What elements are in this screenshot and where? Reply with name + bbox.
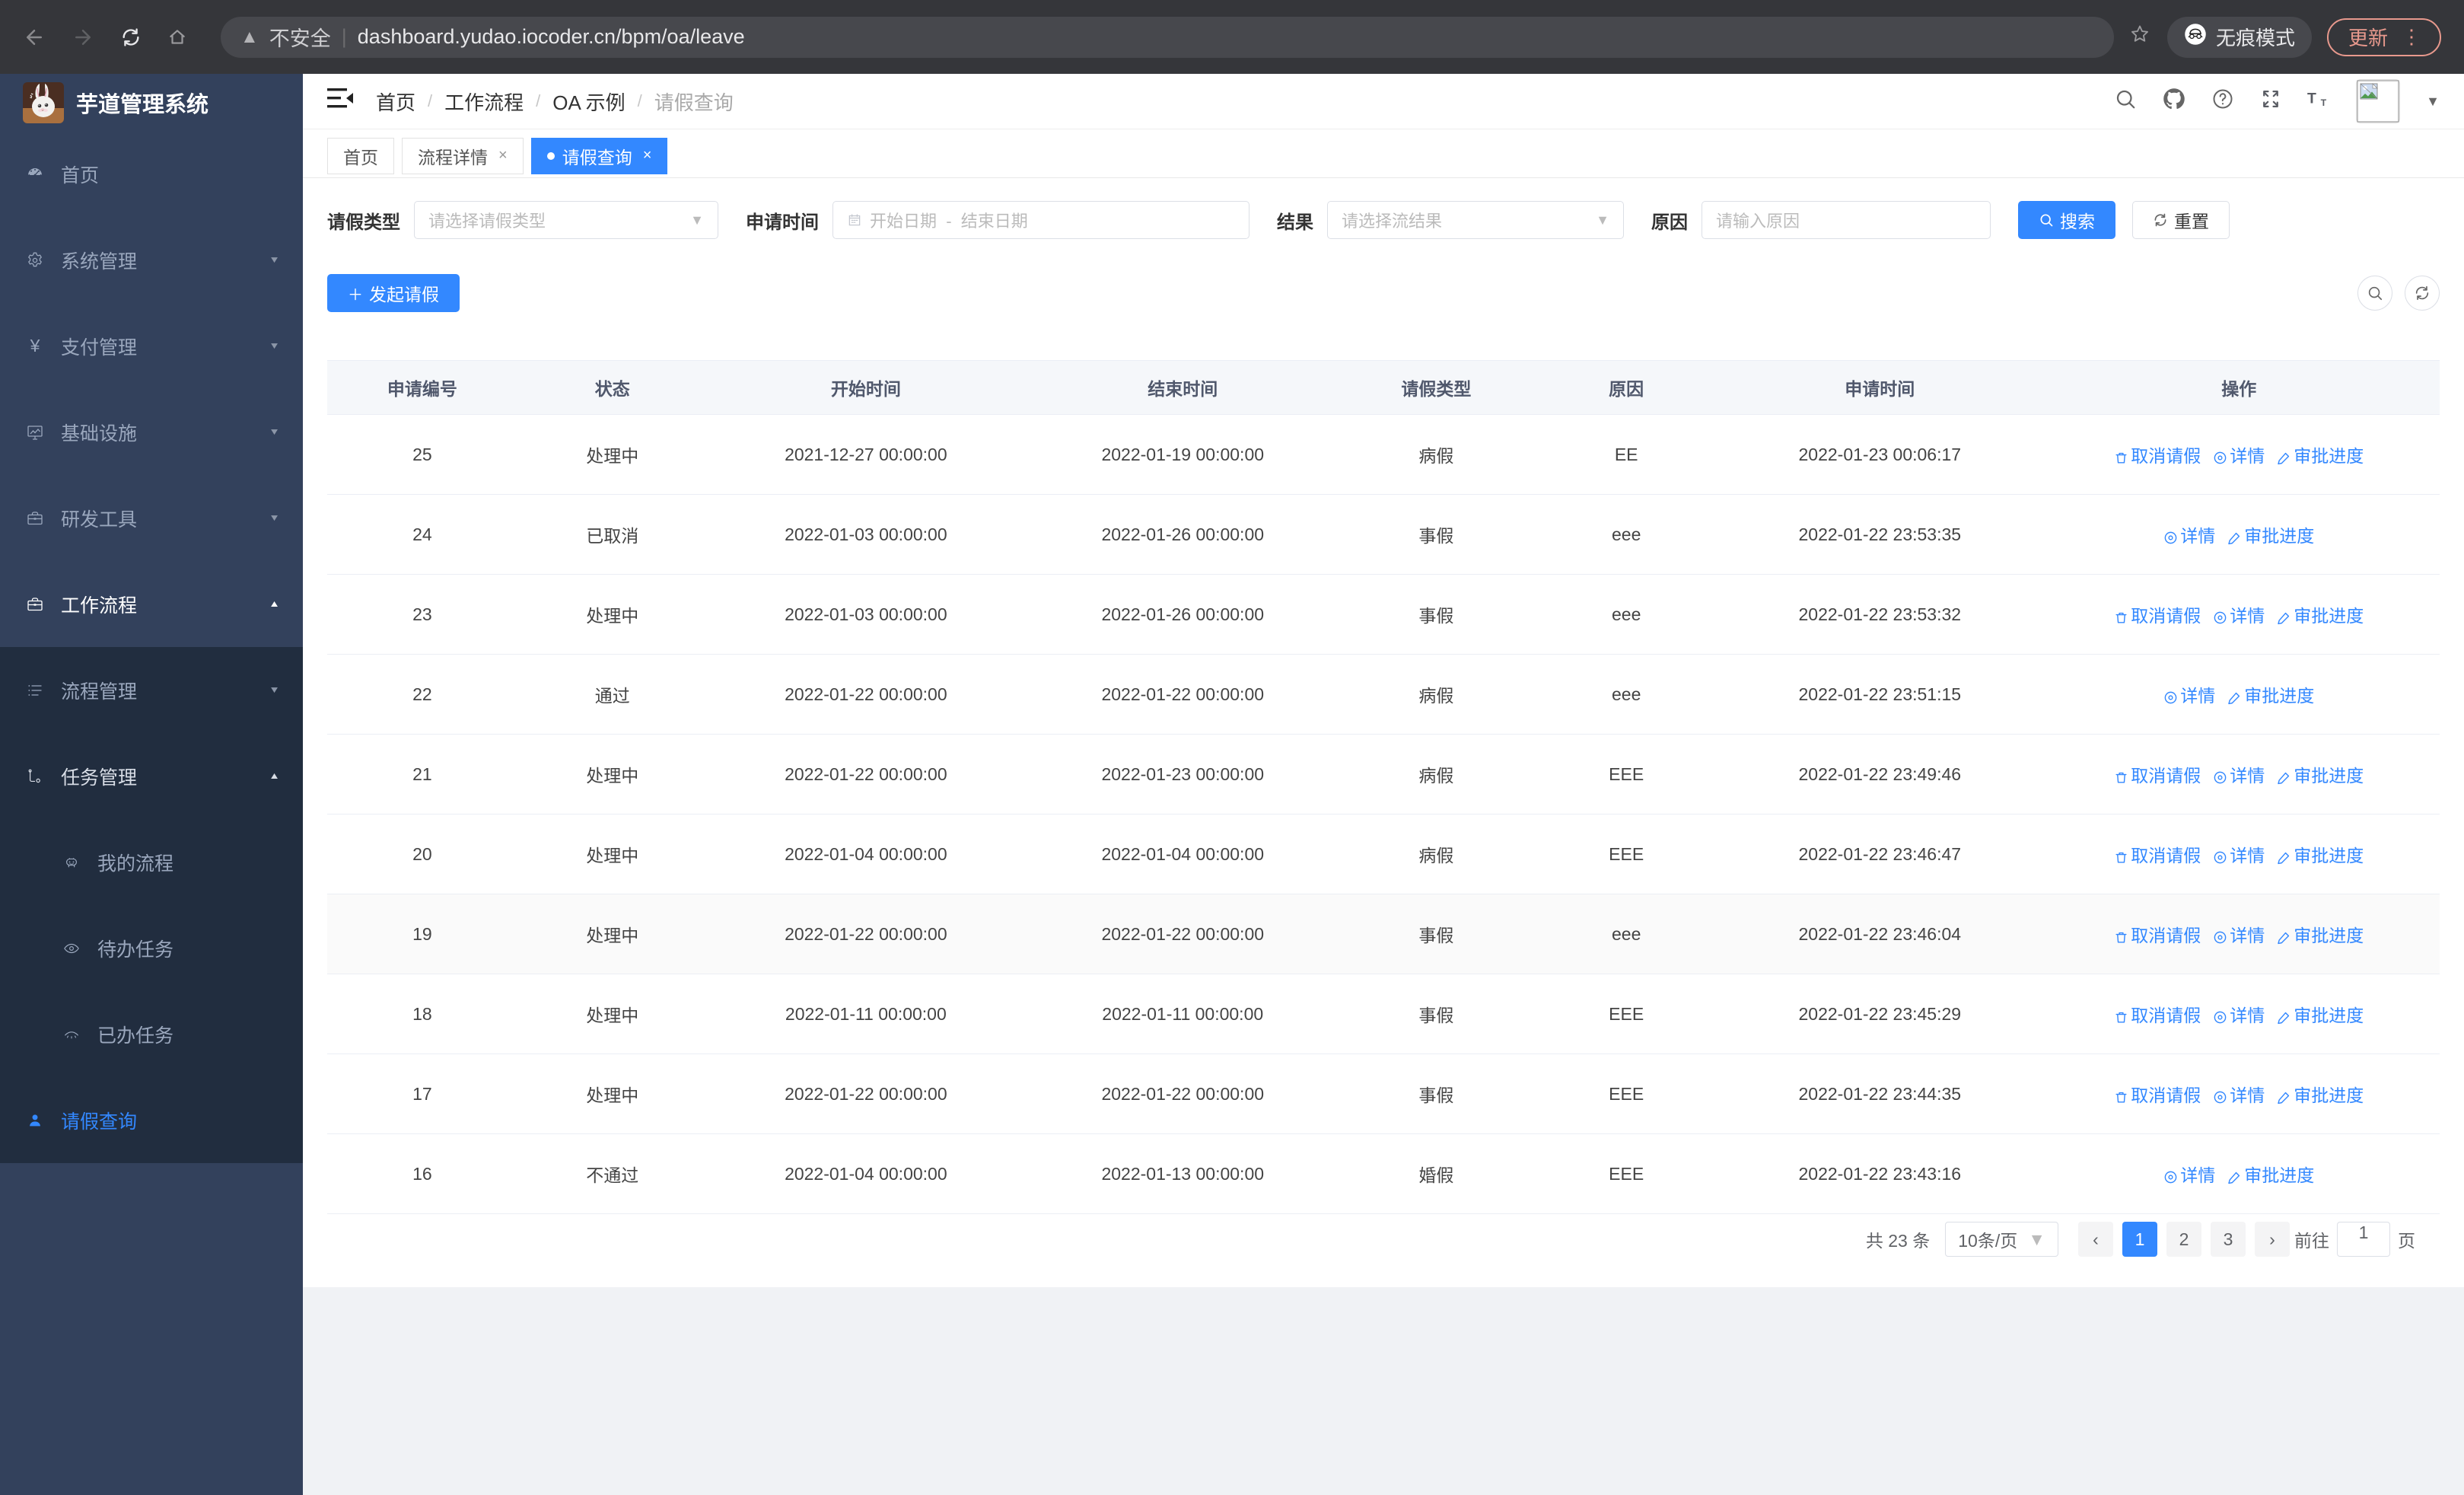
svg-text:T: T <box>2307 90 2316 107</box>
svg-text:T: T <box>2321 97 2327 107</box>
